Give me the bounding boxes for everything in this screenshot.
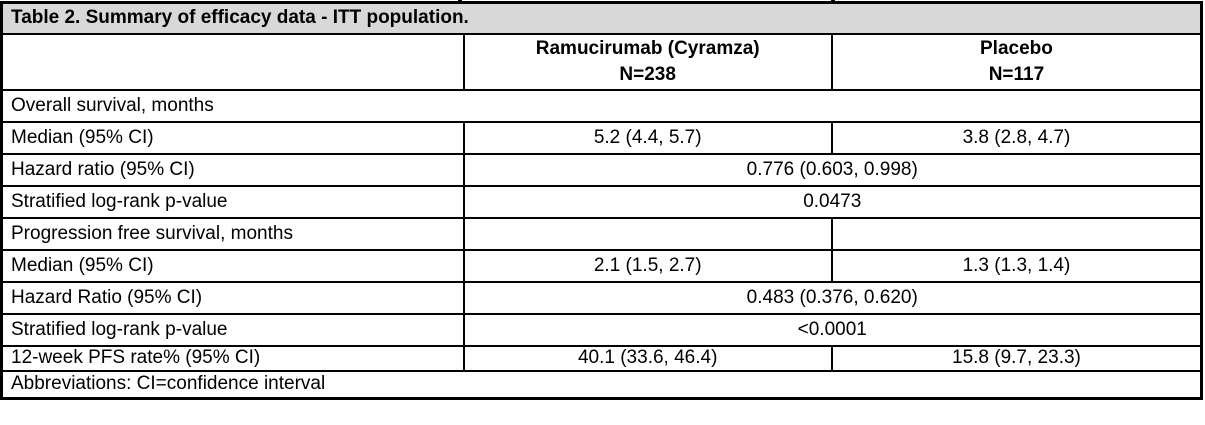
- 12week-pfs-rate-placebo-value: 15.8 (9.7, 23.3): [830, 344, 1203, 372]
- table-row-pfs-median: Median (95% CI) 2.1 (1.5, 2.7) 1.3 (1.3,…: [0, 248, 1203, 283]
- section-row-overall-survival: Overall survival, months: [0, 88, 1203, 123]
- pfs-median-placebo-value: 1.3 (1.3, 1.4): [830, 248, 1203, 283]
- os-hazard-ratio-value: 0.776 (0.603, 0.998): [462, 152, 1203, 187]
- table-row-os-hazard-ratio: Hazard ratio (95% CI) 0.776 (0.603, 0.99…: [0, 152, 1203, 187]
- row-label-os-pvalue: Stratified log-rank p-value: [0, 184, 465, 219]
- placebo-arm-name: Placebo: [980, 37, 1053, 59]
- abbreviations-row: Abbreviations: CI=confidence interval: [0, 369, 1203, 400]
- row-label-12week-pfs-rate: 12-week PFS rate% (95% CI): [0, 344, 465, 372]
- header-treatment-cell: Ramucirumab (Cyramza) N=238: [462, 32, 833, 91]
- row-label-os-median: Median (95% CI): [0, 120, 465, 155]
- abbreviations-note: Abbreviations: CI=confidence interval: [0, 369, 1203, 400]
- os-pvalue-value: 0.0473: [462, 184, 1203, 219]
- pfs-hazard-ratio-value: 0.483 (0.376, 0.620): [462, 280, 1203, 315]
- pfs-section-empty-treatment: [462, 216, 833, 251]
- cropped-divider-tick-left: [458, 0, 462, 4]
- header-empty-cell: [0, 32, 465, 91]
- cropped-divider-tick-right: [831, 0, 835, 4]
- table-row-os-pvalue: Stratified log-rank p-value 0.0473: [0, 184, 1203, 219]
- efficacy-table: Table 2. Summary of efficacy data - ITT …: [0, 1, 1203, 400]
- 12week-pfs-rate-treatment-value: 40.1 (33.6, 46.4): [462, 344, 833, 372]
- table-row-pfs-pvalue: Stratified log-rank p-value <0.0001: [0, 312, 1203, 347]
- row-label-pfs-median: Median (95% CI): [0, 248, 465, 283]
- row-label-pfs-hazard-ratio: Hazard Ratio (95% CI): [0, 280, 465, 315]
- section-header-overall-survival: Overall survival, months: [0, 88, 1203, 123]
- header-placebo-cell: Placebo N=117: [830, 32, 1203, 91]
- section-row-pfs: Progression free survival, months: [0, 216, 1203, 251]
- table-row-os-median: Median (95% CI) 5.2 (4.4, 5.7) 3.8 (2.8,…: [0, 120, 1203, 155]
- pfs-pvalue-value: <0.0001: [462, 312, 1203, 347]
- document-page: Table 2. Summary of efficacy data - ITT …: [0, 1, 1205, 400]
- table-title-row: Table 2. Summary of efficacy data - ITT …: [0, 1, 1203, 35]
- table-row-pfs-hazard-ratio: Hazard Ratio (95% CI) 0.483 (0.376, 0.62…: [0, 280, 1203, 315]
- row-label-pfs-pvalue: Stratified log-rank p-value: [0, 312, 465, 347]
- table-title: Table 2. Summary of efficacy data - ITT …: [0, 1, 1203, 35]
- placebo-arm-n: N=117: [988, 63, 1045, 85]
- treatment-arm-name: Ramucirumab (Cyramza): [535, 37, 760, 59]
- pfs-median-treatment-value: 2.1 (1.5, 2.7): [462, 248, 833, 283]
- column-header-row: Ramucirumab (Cyramza) N=238 Placebo N=11…: [0, 32, 1203, 91]
- row-label-os-hazard-ratio: Hazard ratio (95% CI): [0, 152, 465, 187]
- table-row-12week-pfs-rate: 12-week PFS rate% (95% CI) 40.1 (33.6, 4…: [0, 344, 1203, 372]
- os-median-placebo-value: 3.8 (2.8, 4.7): [830, 120, 1203, 155]
- os-median-treatment-value: 5.2 (4.4, 5.7): [462, 120, 833, 155]
- treatment-arm-n: N=238: [619, 63, 676, 85]
- section-header-pfs: Progression free survival, months: [0, 216, 465, 251]
- pfs-section-empty-placebo: [830, 216, 1203, 251]
